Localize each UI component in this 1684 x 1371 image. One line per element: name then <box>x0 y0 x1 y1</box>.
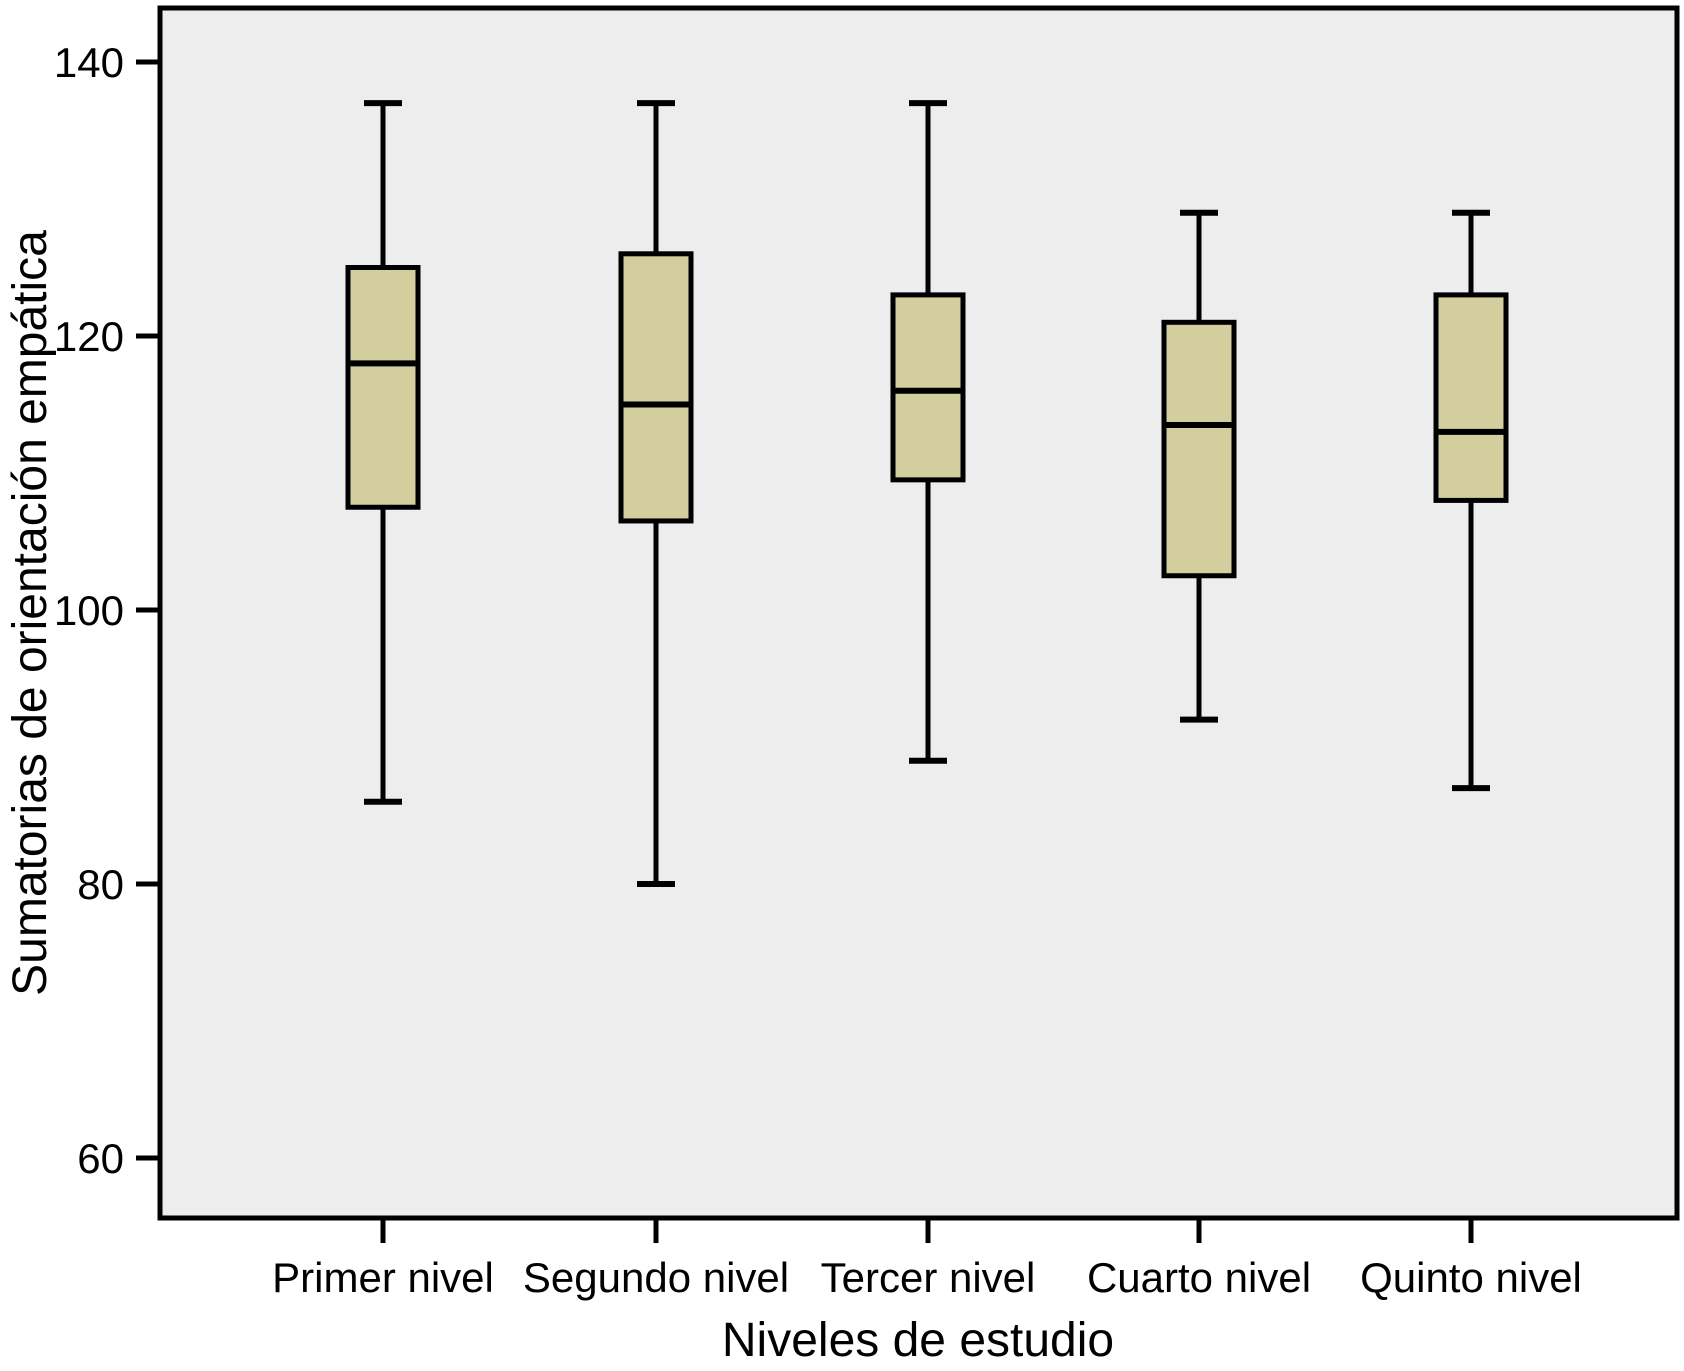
x-category-label: Tercer nivel <box>821 1254 1036 1301</box>
y-tick-label: 140 <box>54 39 124 86</box>
iqr-box <box>1433 292 1509 503</box>
iqr-box <box>890 292 966 483</box>
y-axis-title: Sumatorias de orientación empática <box>4 230 57 996</box>
iqr-box <box>618 251 694 524</box>
x-category-label: Primer nivel <box>272 1254 494 1301</box>
plot-area <box>157 5 1680 1221</box>
x-category-label: Quinto nivel <box>1360 1254 1582 1301</box>
iqr-box <box>345 265 421 510</box>
y-tick-label: 100 <box>54 587 124 634</box>
x-category-label: Segundo nivel <box>523 1254 789 1301</box>
y-tick-label: 80 <box>77 861 124 908</box>
y-tick-label: 120 <box>54 313 124 360</box>
iqr-box <box>1161 319 1237 579</box>
y-tick-label: 60 <box>77 1135 124 1182</box>
x-axis-title: Niveles de estudio <box>722 1314 1114 1367</box>
x-category-label: Cuarto nivel <box>1087 1254 1311 1301</box>
